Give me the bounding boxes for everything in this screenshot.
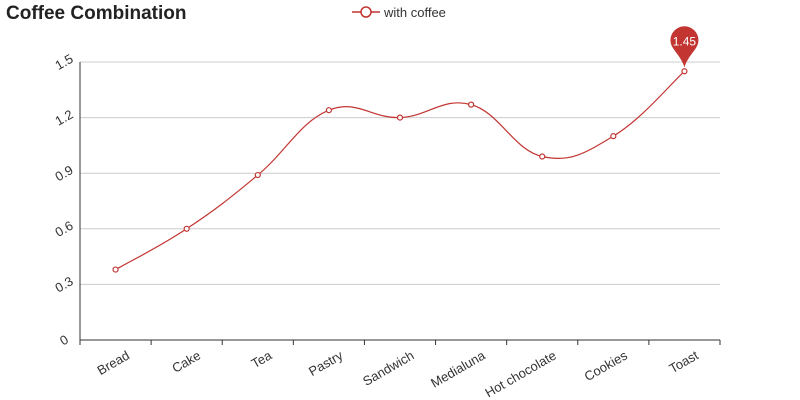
y-tick-label: 0.6 xyxy=(52,218,75,240)
max-value-label: 1.45 xyxy=(673,34,697,48)
x-tick-label: Hot chocolate xyxy=(482,348,558,400)
x-tick-label: Bread xyxy=(95,348,133,378)
y-tick-label: 0 xyxy=(57,332,71,349)
chart-title: Coffee Combination xyxy=(6,3,187,24)
x-tick-label: Tea xyxy=(249,347,275,371)
legend-label: with coffee xyxy=(384,4,446,20)
x-tick-label: Sandwich xyxy=(360,348,416,389)
y-tick-label: 1.2 xyxy=(52,107,75,129)
x-tick-label: Cookies xyxy=(582,347,631,384)
y-tick-label: 0.3 xyxy=(52,273,75,295)
data-point xyxy=(112,266,119,273)
x-tick-label: Cake xyxy=(169,348,203,376)
legend-line-icon xyxy=(352,6,380,18)
legend[interactable]: with coffee xyxy=(352,3,446,21)
data-point xyxy=(610,133,617,140)
data-point xyxy=(539,153,546,160)
series-line xyxy=(115,70,685,271)
y-tick-label: 1.5 xyxy=(52,51,75,73)
x-tick-label: Pastry xyxy=(306,347,346,379)
data-point xyxy=(325,107,332,114)
x-tick-label: Toast xyxy=(667,347,702,376)
x-tick-label: Medialuna xyxy=(428,347,488,390)
y-tick-label: 0.9 xyxy=(52,162,75,184)
data-point xyxy=(468,101,475,108)
data-point xyxy=(183,225,190,232)
data-point xyxy=(396,114,404,121)
data-point xyxy=(254,171,261,179)
data-point xyxy=(681,68,688,75)
max-value-pin-icon xyxy=(670,26,699,68)
